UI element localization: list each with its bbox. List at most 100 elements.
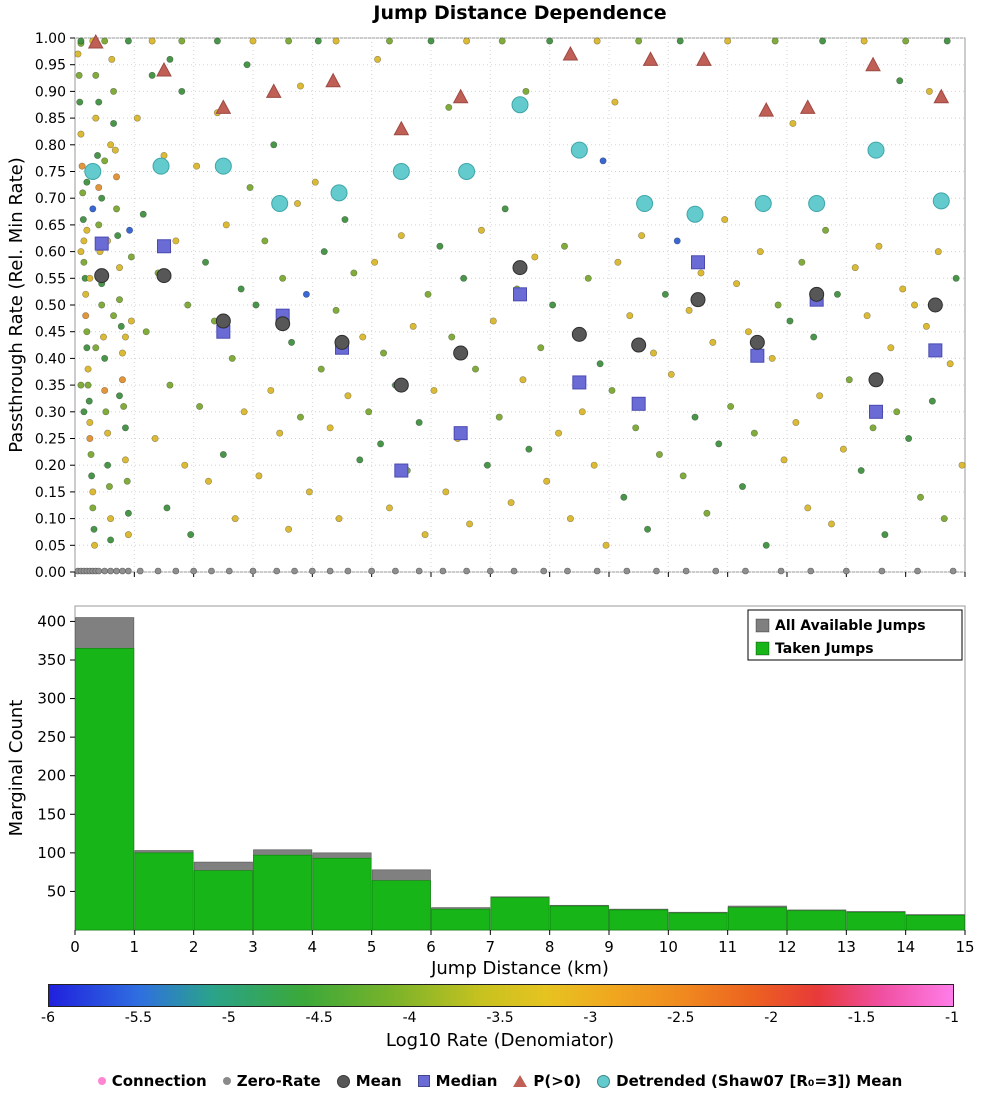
x-tick-label: 2 (189, 938, 199, 956)
rate-point (95, 98, 103, 106)
rate-point (839, 445, 847, 453)
colorbar-label: Log10 Rate (Denomiator) (385, 1030, 615, 1051)
y-tick-label: 0.95 (35, 58, 66, 74)
colorbar-tick-label: -5.5 (124, 1010, 153, 1026)
mean-marker (215, 313, 231, 329)
y-tick-label: 150 (37, 805, 66, 823)
rate-point (644, 525, 652, 533)
y-tick-label: 0.30 (35, 405, 66, 421)
rate-point (495, 413, 503, 421)
y-tick-label: 0.40 (35, 351, 66, 367)
median-marker (750, 348, 765, 363)
rate-point (86, 274, 94, 282)
rate-point (74, 50, 82, 58)
zero-rate-point (540, 567, 548, 575)
rate-point (276, 429, 284, 437)
rate-point (762, 541, 770, 549)
rate-point (116, 296, 124, 304)
y-tick-label: 300 (37, 690, 66, 708)
series-circle-3 (84, 96, 950, 223)
rate-point (483, 461, 491, 469)
x-tick-label: 13 (837, 938, 856, 956)
rate-point (184, 301, 192, 309)
y-tick-label: 400 (37, 612, 66, 630)
rate-point (279, 274, 287, 282)
rate-point (213, 37, 221, 45)
rate-point (219, 451, 227, 459)
x-tick-label: 14 (896, 938, 915, 956)
rate-point (113, 205, 121, 213)
rate-point (546, 37, 554, 45)
pgt0-marker (215, 99, 232, 114)
zero-rate-point (623, 567, 631, 575)
rate-point (857, 467, 865, 475)
rate-point (798, 258, 806, 266)
rate-point (380, 349, 388, 357)
zero-rate-point (593, 567, 601, 575)
rate-point (501, 205, 509, 213)
colorbar-tick-label: -3.5 (486, 1010, 514, 1026)
y-tick-label: 0.80 (35, 138, 66, 154)
rate-point (148, 71, 156, 79)
rate-point (409, 322, 417, 330)
rate-point (632, 424, 640, 432)
mean-marker (156, 268, 172, 284)
series-triangle-2 (87, 33, 950, 136)
rate-point (77, 248, 85, 256)
pgt0-marker (933, 88, 950, 104)
zero-rate-point (344, 567, 352, 575)
detrended-marker (458, 163, 476, 180)
mean-marker (809, 286, 825, 302)
rate-point (860, 37, 868, 45)
colorbar-tick-label: -1 (945, 1010, 959, 1026)
x-tick-label: 0 (70, 938, 80, 956)
rate-point (905, 434, 913, 442)
legend-swatch (755, 641, 770, 656)
rate-point (326, 424, 334, 432)
zero-rate-point (843, 567, 850, 575)
rate-point (108, 55, 116, 63)
rate-point (421, 531, 429, 539)
rate-point (88, 472, 96, 480)
rate-point (804, 504, 812, 512)
zero-rate-point (154, 567, 162, 575)
pgt0-marker (156, 61, 172, 77)
rate-point (869, 424, 877, 432)
bar-taken (609, 909, 669, 931)
mean-marker (393, 377, 409, 393)
rate-point (84, 365, 92, 373)
rate-point (92, 344, 100, 352)
colorbar-tick-label: -4 (402, 1010, 417, 1026)
colorbar-tick-label: -5 (221, 1010, 236, 1026)
rate-point (543, 477, 551, 485)
mean-marker (690, 292, 706, 308)
rate-point (82, 312, 90, 320)
pgt0-marker (87, 33, 104, 49)
rate-point (471, 365, 479, 373)
rate-point (525, 445, 533, 453)
y-tick-label: 0.75 (35, 165, 66, 181)
rate-point (285, 525, 293, 533)
rate-point (80, 258, 88, 266)
rate-point (851, 264, 859, 272)
colorbar-ticks: -6 -5.5 -5 -4.5 -4 -3.5 -3 -2.5 -2 -1.5 -1 (0, 1010, 1000, 1028)
detrended-marker (214, 157, 232, 175)
rate-point (733, 280, 741, 288)
rate-point (123, 477, 131, 485)
zero-rate-point (564, 567, 571, 575)
rate-point (105, 483, 113, 491)
rate-point (80, 237, 88, 245)
rate-point (110, 119, 118, 127)
colorbar-tick-label: -1.5 (847, 1010, 876, 1026)
zero-rate-point (712, 567, 720, 575)
rate-point (270, 141, 278, 149)
rate-point (104, 461, 112, 469)
rate-point (163, 504, 171, 512)
rate-point (789, 119, 797, 127)
rate-point (946, 360, 954, 368)
zero-rate-point (914, 567, 921, 575)
zero-rate-point (273, 567, 281, 575)
rate-point (359, 333, 367, 341)
bar-taken (193, 870, 253, 931)
